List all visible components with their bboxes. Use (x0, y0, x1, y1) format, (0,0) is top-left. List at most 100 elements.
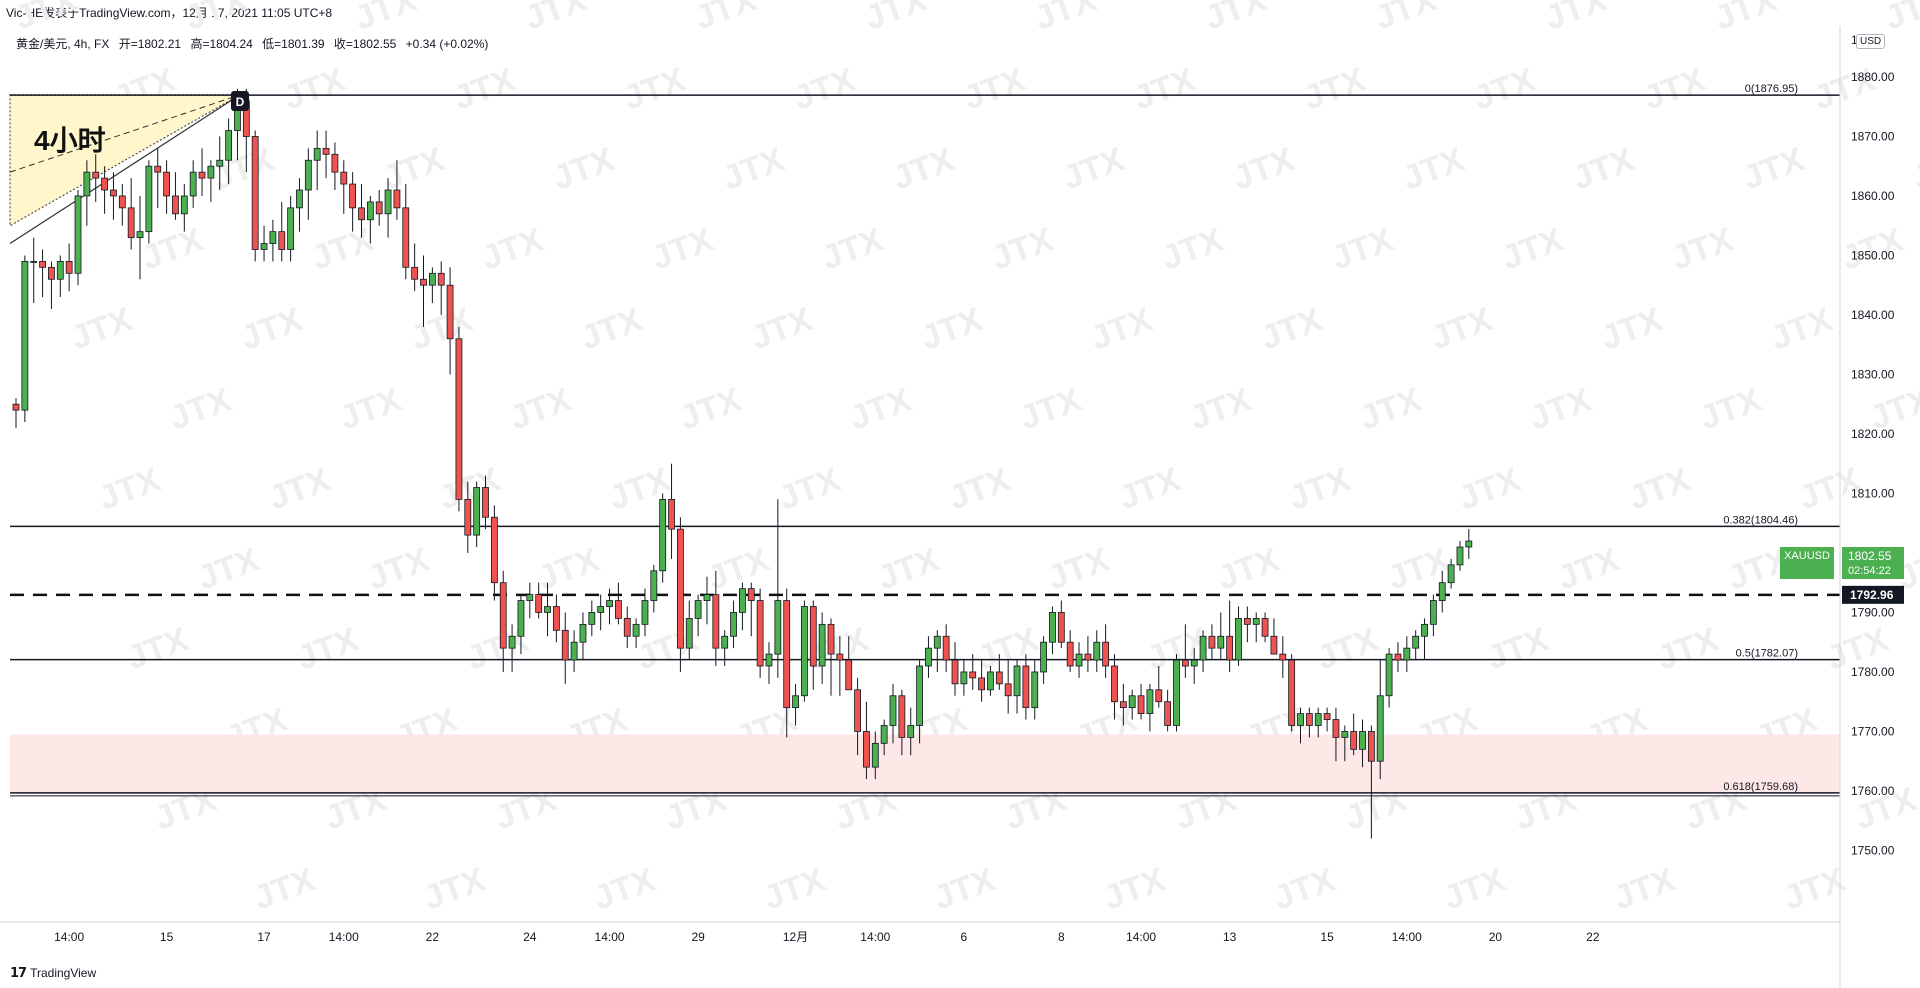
time-tick-label: 14:00 (595, 930, 625, 944)
candle (56, 255, 64, 298)
watermark: JTX (249, 860, 321, 917)
time-tick-label: 6 (961, 930, 968, 944)
watermark: JTX (1850, 780, 1920, 837)
candle (712, 570, 720, 666)
candle (189, 160, 197, 208)
watermark: JTX (1439, 860, 1511, 917)
watermark: JTX (1015, 380, 1087, 437)
candle-body (597, 606, 605, 613)
watermark: JTX (1624, 460, 1696, 517)
watermark: JTX (1568, 140, 1640, 197)
candle (969, 654, 977, 690)
candle (455, 326, 463, 512)
candle (960, 660, 968, 696)
candle (1323, 707, 1331, 732)
candle-body (242, 100, 250, 137)
candle (827, 618, 835, 696)
candle (269, 219, 277, 262)
watermark: JTX (789, 60, 861, 117)
time-tick-label: 14:00 (1392, 930, 1422, 944)
watermark: JTX (1525, 380, 1597, 437)
candle-body (172, 195, 179, 215)
candle (614, 582, 622, 625)
candle-body (774, 600, 782, 655)
candle (74, 190, 82, 286)
candle (1341, 725, 1349, 762)
candle (154, 148, 162, 208)
watermark: JTX (1114, 460, 1186, 517)
currency-badge[interactable]: USD (1856, 34, 1886, 49)
candle-body (180, 195, 188, 215)
candle-body (349, 183, 357, 209)
watermark: JTX (335, 380, 407, 437)
candle-body (1421, 623, 1428, 637)
time-tick-label: 17 (257, 930, 271, 944)
price-tick-label: 1860.00 (1851, 189, 1895, 203)
candle-body (570, 641, 578, 661)
watermark: JTX (1497, 220, 1569, 277)
watermark: JTX (1185, 380, 1257, 437)
time-axis: 14:00 15 17 14:00 22 24 14:00 29 12月 14:00 6 8 14:00… (54, 930, 1600, 944)
candle-body (287, 207, 295, 250)
candle (490, 505, 498, 601)
watermark: JTX (1142, 620, 1214, 677)
candle (889, 683, 897, 744)
candle-body (384, 189, 392, 215)
candle-body (854, 689, 861, 732)
candle (145, 160, 153, 244)
watermark-layer: JTX JTX JTX JTX JTX JTX JTX JTX JTX JTX JTX JTX JTX J… (10, 0, 1920, 918)
current-price-label: XAUUSD 1802.55 02:54:22 (1780, 547, 1904, 579)
candle (1155, 666, 1163, 708)
candle-body (969, 671, 977, 679)
candle (251, 130, 259, 262)
candle-body (1226, 635, 1234, 661)
candle (685, 600, 693, 661)
watermark: JTX (1398, 140, 1470, 197)
candle (1164, 689, 1172, 732)
candle-body (818, 623, 826, 667)
candle-body (1394, 653, 1402, 661)
candle (473, 481, 481, 547)
watermark: JTX (1058, 140, 1130, 197)
candle-body (490, 516, 498, 584)
candle-body (455, 338, 463, 500)
candle-body (1164, 701, 1172, 726)
candle-body (535, 594, 543, 613)
candle (287, 195, 295, 262)
candle (1111, 654, 1118, 720)
candle (1288, 654, 1296, 732)
candle-body (836, 653, 844, 661)
time-tick-label: 20 (1489, 930, 1503, 944)
watermark: JTX (959, 60, 1031, 117)
candle (1429, 594, 1437, 637)
watermark: JTX (1256, 300, 1328, 357)
candle-body (1155, 689, 1163, 703)
candle (1075, 642, 1083, 678)
candle (1394, 642, 1402, 672)
candle-body (482, 487, 489, 518)
candle-body (1137, 695, 1145, 715)
price-tick-label: 1760.00 (1851, 784, 1895, 798)
candle-body (641, 600, 649, 625)
candle (854, 677, 861, 756)
candle-body (296, 189, 303, 209)
watermark: JTX (1170, 780, 1242, 837)
candle (1385, 648, 1393, 708)
candle-body (1173, 659, 1180, 726)
candle (774, 499, 782, 678)
candle-body (163, 171, 170, 197)
watermark: JTX (1837, 220, 1909, 277)
candle-body (1376, 695, 1384, 762)
d-marker-label: D (236, 95, 245, 109)
symbol-name[interactable]: 黄金/美元, 4h, FX (16, 37, 110, 51)
brand-label[interactable]: TradingView (30, 966, 97, 980)
watermark: JTX (1071, 700, 1143, 757)
candle (951, 642, 959, 696)
candle (1261, 612, 1269, 643)
watermark: JTX (873, 540, 945, 597)
time-tick-label: 22 (426, 930, 440, 944)
candle-body (995, 671, 1003, 685)
candle-body (1190, 659, 1198, 667)
candle-body (544, 606, 551, 613)
